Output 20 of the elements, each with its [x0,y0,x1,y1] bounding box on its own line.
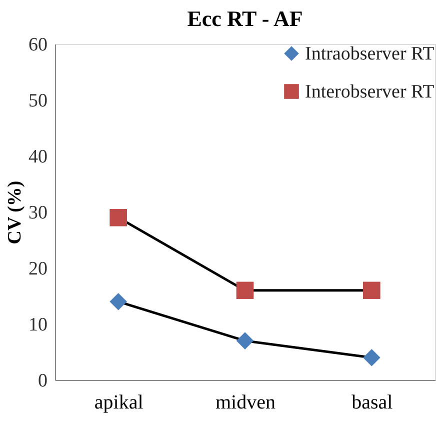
y-tick-label: 0 [38,370,48,392]
x-tick-label: midven [216,392,276,414]
point [110,208,127,226]
x-tick-label: apikal [94,392,144,414]
y-tick-label: 60 [28,34,48,56]
y-tick-label: 40 [28,146,48,168]
y-axis-title: CV (%) [4,180,26,244]
point [110,292,127,310]
chart-title: Ecc RT - AF [187,6,303,31]
point [363,348,380,366]
x-tick-label: basal [352,392,394,414]
y-tick-label: 10 [28,314,48,336]
y-tick-label: 30 [28,202,48,224]
legend-label: Intraobserver RT [305,44,435,64]
point [236,282,254,300]
point [363,282,380,300]
point [236,332,254,350]
y-tick-label: 20 [28,258,48,280]
legend-label: Interobserver RT [305,82,435,102]
y-tick-label: 50 [28,90,48,112]
